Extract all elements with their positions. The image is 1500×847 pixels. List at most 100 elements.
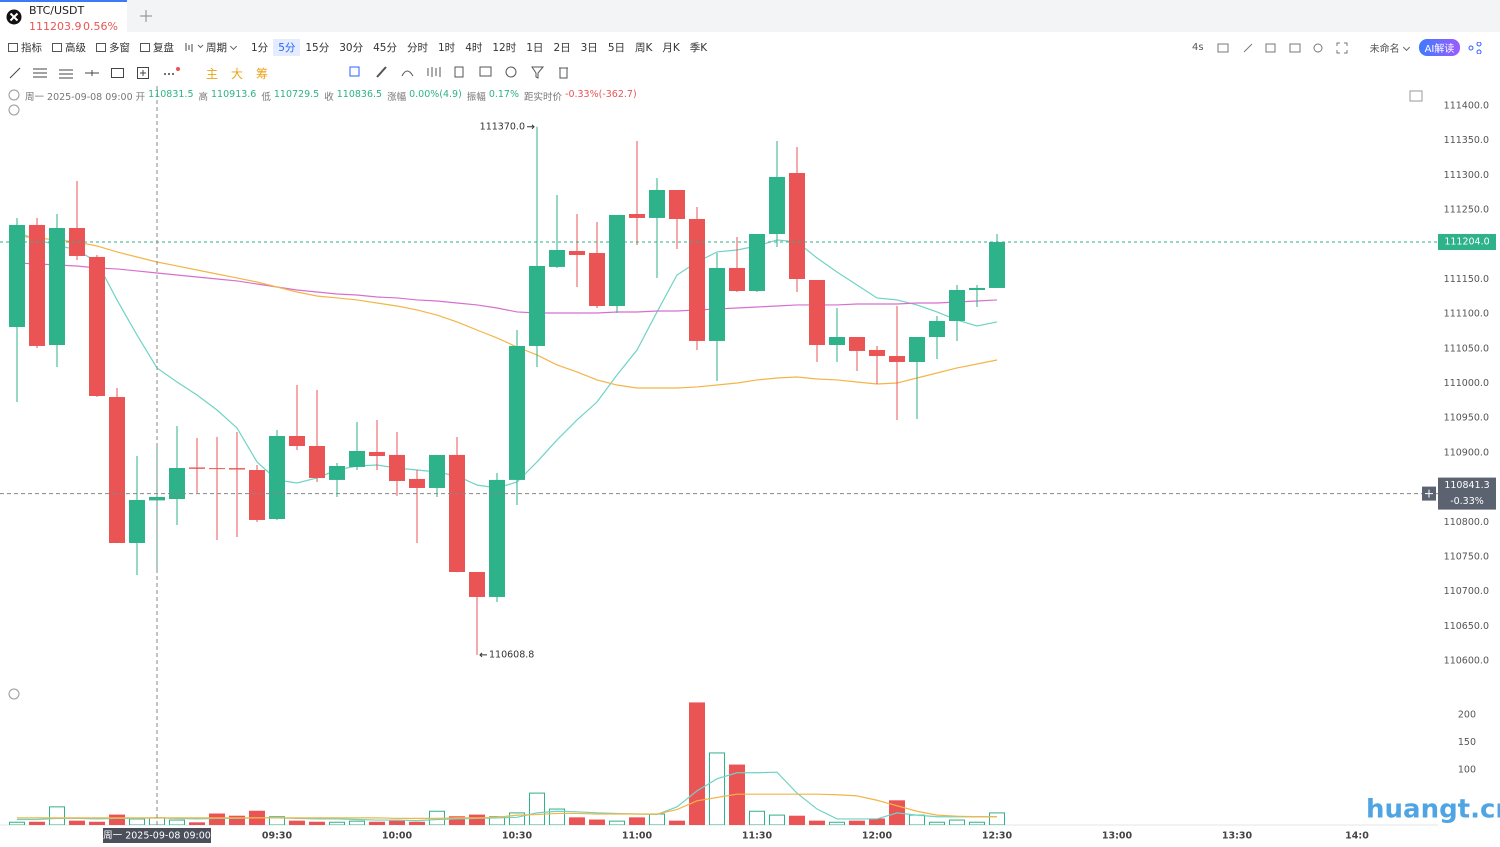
- pane-icons: [8, 89, 1423, 700]
- icon[interactable]: [1409, 90, 1423, 102]
- channel-tool[interactable]: [58, 66, 74, 80]
- volume-bar: [969, 821, 985, 825]
- measure-tool[interactable]: [136, 66, 152, 80]
- period[interactable]: 1分: [251, 41, 269, 54]
- volume-bar: [69, 820, 85, 825]
- y-tick-label: 110700.0: [1444, 586, 1489, 597]
- volume-bar: [849, 820, 865, 825]
- menu-item[interactable]: 指标: [8, 40, 42, 55]
- ai-button[interactable]: AI解读: [1418, 39, 1461, 56]
- more-tool[interactable]: [162, 66, 182, 80]
- volume-bar: [829, 821, 845, 825]
- period[interactable]: 1时: [438, 41, 456, 54]
- period[interactable]: 15分: [305, 41, 330, 54]
- candle-body: [289, 436, 305, 447]
- candle-body: [829, 337, 845, 345]
- volume-bar: [229, 815, 245, 825]
- info-date: 周一 2025-09-08 09:00: [25, 92, 133, 103]
- period[interactable]: 5日: [607, 41, 625, 54]
- tool[interactable]: [504, 64, 530, 80]
- candle-body: [549, 250, 565, 267]
- ma-line: [17, 771, 997, 822]
- hline-tool[interactable]: [32, 66, 48, 80]
- high-label: 111370.0: [480, 121, 525, 132]
- volume-bar: [749, 810, 765, 825]
- period[interactable]: 1日: [526, 41, 544, 54]
- candle-body: [69, 228, 85, 256]
- icon[interactable]: [8, 104, 20, 116]
- candle-body: [369, 451, 385, 456]
- tool[interactable]: [426, 64, 452, 80]
- candle-body: [709, 267, 725, 341]
- icon[interactable]: [8, 89, 20, 101]
- info-value: -0.33%(-362.7): [565, 89, 637, 100]
- indicator-tab[interactable]: 大: [231, 67, 244, 81]
- layout-name[interactable]: 未命名: [1370, 40, 1409, 55]
- tab-change: 0.56%: [83, 20, 118, 33]
- x-tick-label: 12:00: [862, 831, 893, 842]
- icon[interactable]: [8, 688, 20, 700]
- period[interactable]: 周K: [635, 41, 653, 54]
- volume-bar: [949, 819, 965, 825]
- period[interactable]: 45分: [373, 41, 397, 54]
- candle-body: [869, 349, 885, 357]
- tool[interactable]: [556, 64, 582, 80]
- candle-body: [949, 289, 965, 321]
- volume-bar: [869, 818, 885, 825]
- rect-tool[interactable]: [110, 66, 126, 80]
- y-tick-label: 110800.0: [1444, 517, 1489, 528]
- tool[interactable]: [400, 64, 426, 80]
- draw-toolbar: [8, 64, 192, 82]
- volume-bar: [529, 792, 545, 825]
- period[interactable]: 分时: [407, 41, 428, 54]
- x-tick-label: 10:30: [502, 831, 533, 842]
- info-value: 110913.6: [211, 89, 257, 100]
- arrow: [527, 124, 535, 130]
- menu-item[interactable]: 多窗: [96, 40, 130, 55]
- tab-bar: [0, 0, 1500, 32]
- toolbar: 指标 高级 多窗 复盘 周期 1分 5分 15分 30分 45分 分时 1时 4时 12时 1日 2日 3日 5日…: [8, 38, 712, 56]
- ray-tool[interactable]: [84, 66, 100, 80]
- share[interactable]: [1468, 41, 1482, 54]
- watermark: huangt.cn: [1366, 795, 1500, 825]
- menu-item[interactable]: 高级: [52, 40, 86, 55]
- period[interactable]: 30分: [339, 41, 364, 54]
- add-tab[interactable]: [140, 10, 152, 22]
- period[interactable]: 5分: [273, 38, 301, 56]
- x-tick-label: 13:30: [1222, 831, 1253, 842]
- period[interactable]: 3日: [580, 41, 598, 54]
- period[interactable]: 4时: [465, 41, 483, 54]
- candle-body: [509, 345, 525, 480]
- volume-bar: [29, 821, 45, 825]
- refresh[interactable]: 4s: [1192, 42, 1204, 53]
- volume-bar: [909, 814, 925, 825]
- period-menu[interactable]: 周期: [206, 40, 236, 55]
- fullscreen[interactable]: [1336, 42, 1366, 54]
- period[interactable]: 月K: [662, 41, 680, 54]
- y-tick-label: 110650.0: [1444, 621, 1489, 632]
- candle-body: [749, 233, 765, 292]
- tool[interactable]: [452, 64, 478, 80]
- candle-body: [409, 478, 425, 488]
- menu-item[interactable]: 复盘: [140, 40, 174, 55]
- tool[interactable]: [374, 64, 400, 80]
- volume-bar: [689, 702, 705, 825]
- y-tick-label: 111350.0: [1444, 135, 1489, 146]
- chart-type[interactable]: [184, 41, 206, 53]
- indicator-tab[interactable]: 筹: [256, 67, 269, 81]
- volume-bar: [169, 819, 185, 825]
- tool-icons[interactable]: [1216, 42, 1336, 54]
- x-tick-label: 11:00: [622, 831, 653, 842]
- period[interactable]: 2日: [553, 41, 571, 54]
- indicator-tab[interactable]: 主: [206, 67, 219, 81]
- tool[interactable]: [478, 64, 504, 80]
- line-tool[interactable]: [8, 66, 22, 80]
- y-tick-label: 110900.0: [1444, 447, 1489, 458]
- tool[interactable]: [530, 64, 556, 80]
- tab[interactable]: BTC/USDT 111203.9 0.56%: [0, 0, 127, 33]
- tool[interactable]: [348, 64, 374, 80]
- volume-tick-label: 100: [1458, 765, 1476, 776]
- candle-body: [789, 173, 805, 280]
- period[interactable]: 12时: [492, 41, 517, 54]
- period[interactable]: 季K: [689, 41, 708, 54]
